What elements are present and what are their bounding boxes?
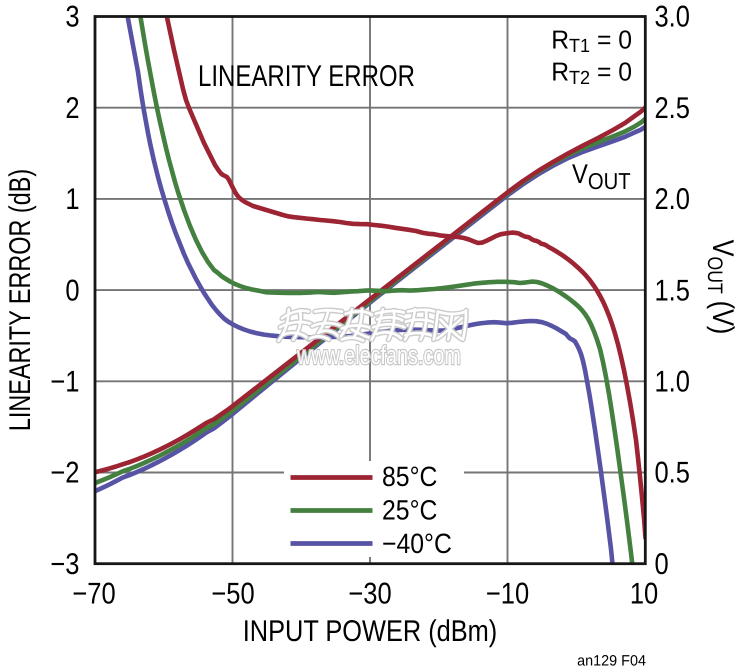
- svg-text:3: 3: [65, 1, 79, 34]
- svg-text:−10: −10: [486, 578, 529, 611]
- svg-text:2.5: 2.5: [655, 92, 690, 125]
- svg-text:2: 2: [65, 92, 79, 125]
- svg-text:−1: −1: [50, 366, 79, 399]
- svg-text:LINEARITY ERROR: LINEARITY ERROR: [198, 60, 415, 93]
- svg-text:RT1 = 0: RT1 = 0: [551, 25, 632, 58]
- svg-text:−70: −70: [72, 578, 115, 611]
- svg-text:1.5: 1.5: [655, 274, 690, 307]
- svg-text:−40°C: −40°C: [382, 528, 452, 559]
- svg-text:3.0: 3.0: [655, 1, 690, 34]
- svg-text:10: 10: [630, 578, 658, 611]
- svg-text:2.0: 2.0: [655, 183, 690, 216]
- svg-text:−50: −50: [211, 578, 254, 611]
- svg-text:85°C: 85°C: [382, 461, 437, 492]
- svg-text:0: 0: [655, 548, 669, 581]
- svg-text:−30: −30: [348, 578, 391, 611]
- svg-text:−2: −2: [50, 457, 79, 490]
- svg-text:1.0: 1.0: [655, 366, 690, 399]
- svg-text:−3: −3: [50, 548, 79, 581]
- svg-text:0: 0: [65, 274, 79, 307]
- svg-text:LINEARITY ERROR (dB): LINEARITY ERROR (dB): [4, 169, 37, 431]
- svg-text:INPUT POWER (dBm): INPUT POWER (dBm): [243, 615, 497, 648]
- svg-text:an129 F04: an129 F04: [577, 653, 646, 670]
- svg-text:0.5: 0.5: [655, 457, 690, 490]
- svg-text:RT2 = 0: RT2 = 0: [551, 57, 632, 90]
- svg-text:25°C: 25°C: [382, 495, 437, 526]
- svg-text:www.elecfans.com: www.elecfans.com: [296, 340, 461, 370]
- svg-text:1: 1: [65, 183, 79, 216]
